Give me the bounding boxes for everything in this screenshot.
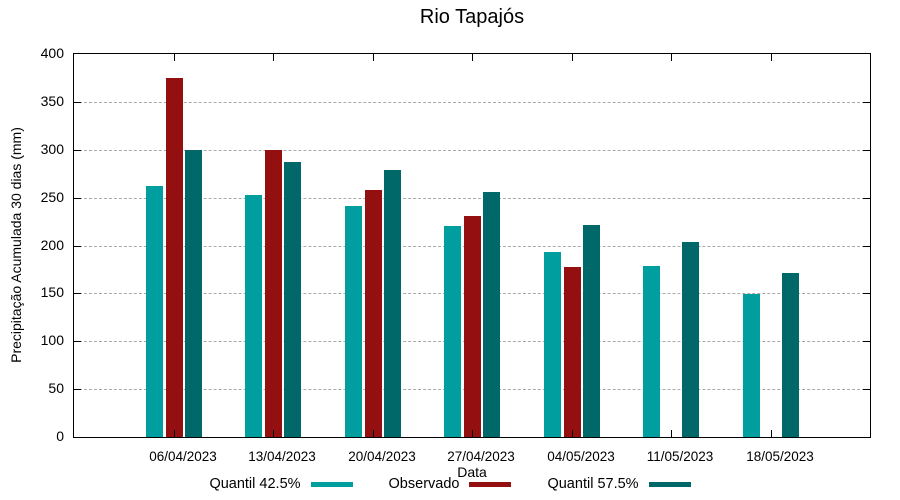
x-tick-mark [671,54,672,61]
bar [643,265,660,437]
x-tick-mark [671,430,672,437]
x-tick-mark [174,54,175,61]
bar [284,162,301,437]
y-tick-label: 50 [48,380,64,396]
x-tick-mark [572,430,573,437]
bar [165,77,183,437]
y-tick-mark [74,150,81,151]
y-tick-mark [863,389,870,390]
y-tick-label: 400 [40,45,64,61]
x-tick-mark [174,430,175,437]
gridline [74,150,870,151]
y-tick-mark [74,198,81,199]
y-tick-label: 150 [40,284,64,300]
x-tick-label: 13/04/2023 [248,449,316,464]
x-tick-label: 06/04/2023 [149,449,217,464]
x-tick-label: 20/04/2023 [348,449,416,464]
y-tick-mark [74,102,81,103]
x-tick-mark [472,54,473,61]
legend-label: Quantil 42.5% [209,476,301,492]
gridline [74,198,870,199]
y-tick-label: 100 [40,332,64,348]
y-tick-mark [863,198,870,199]
y-tick-mark [74,341,81,342]
x-tick-mark [771,54,772,61]
gridline [74,102,870,103]
bar [463,215,481,437]
x-tick-mark [373,430,374,437]
bar [682,241,699,437]
bar [782,273,799,437]
x-tick-label: 04/05/2023 [547,449,615,464]
chart-title: Rio Tapajós [419,6,525,28]
x-tick-mark [771,430,772,437]
legend-swatch [469,481,512,487]
legend-label: Quantil 57.5% [547,476,639,492]
bar [483,191,500,437]
x-tick-mark [373,54,374,61]
y-tick-mark [863,102,870,103]
bar [544,252,561,437]
x-tick-label: 11/05/2023 [646,449,714,464]
bar [444,226,461,437]
bar [245,194,262,437]
plot-area [73,53,871,438]
y-tick-label: 300 [40,141,64,157]
legend-swatch [310,481,353,487]
y-tick-label: 200 [40,237,64,253]
x-axis-label: Data [457,464,487,480]
y-tick-label: 350 [40,93,64,109]
bar [345,206,362,437]
y-tick-label: 250 [40,189,64,205]
x-tick-label: 27/04/2023 [447,449,515,464]
y-tick-mark [74,389,81,390]
legend-item: Quantil 57.5% [547,476,691,492]
y-tick-mark [74,293,81,294]
legend-swatch [648,481,691,487]
bar [264,149,282,437]
bar [384,169,401,437]
bar [563,266,581,437]
bar [146,186,163,437]
x-tick-mark [472,430,473,437]
x-tick-mark [273,54,274,61]
y-tick-label: 0 [56,428,64,444]
y-tick-mark [863,293,870,294]
bar [185,149,202,437]
y-tick-mark [74,246,81,247]
x-tick-mark [273,430,274,437]
bar [364,189,382,437]
bar [583,225,600,437]
y-tick-mark [863,341,870,342]
y-tick-mark [863,150,870,151]
legend-item: Observado [389,476,512,492]
x-tick-label: 18/05/2023 [746,449,814,464]
bar [743,294,760,437]
x-tick-mark [572,54,573,61]
legend-label: Observado [388,476,460,492]
legend-item: Quantil 42.5% [209,476,353,492]
y-tick-mark [863,246,870,247]
legend: Quantil 42.5% Observado Quantil 57.5% [0,476,900,492]
